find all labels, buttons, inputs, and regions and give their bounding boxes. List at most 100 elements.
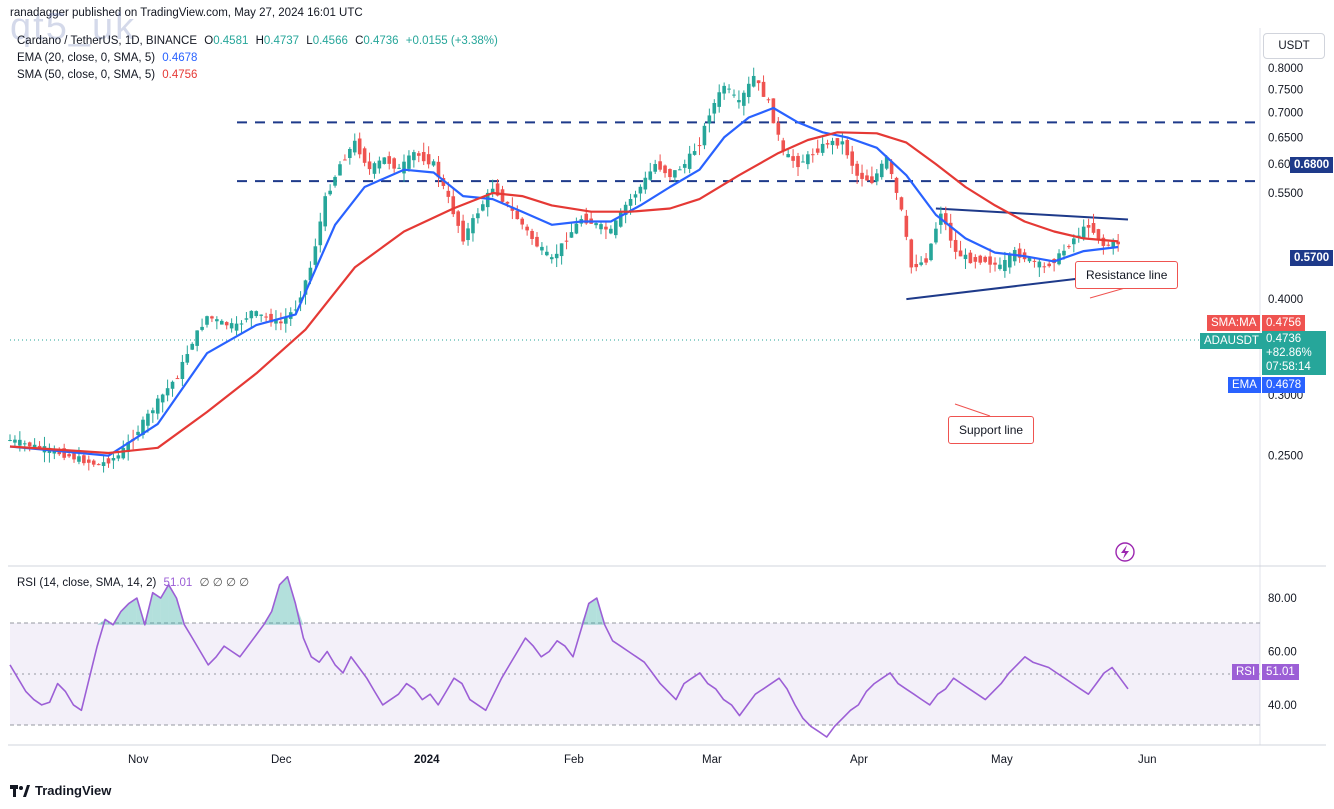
candle-body xyxy=(352,140,357,153)
candle-body xyxy=(761,81,766,97)
candle-body xyxy=(613,220,618,236)
currency-button[interactable]: USDT xyxy=(1263,33,1325,59)
rsi-overbought-area xyxy=(287,576,296,625)
support-callout[interactable]: Support line xyxy=(948,416,1035,444)
candle-body xyxy=(328,190,332,195)
rsi-legend-extra: ∅ ∅ ∅ ∅ xyxy=(199,577,250,589)
candle-body xyxy=(13,439,17,443)
candle-body xyxy=(1101,237,1106,246)
candle-body xyxy=(510,206,515,211)
rsi-path xyxy=(9,575,1129,738)
candle-body xyxy=(402,161,406,174)
symbol-tag-label: ADAUSDT xyxy=(1200,333,1263,349)
candle-body xyxy=(1007,254,1012,268)
candle-body xyxy=(446,190,451,197)
candle-body xyxy=(1003,259,1007,272)
candle-body xyxy=(742,92,746,106)
resistance-callout[interactable]: Resistance line xyxy=(1075,261,1179,289)
candle-body xyxy=(914,263,919,268)
candle-body xyxy=(259,314,263,316)
candle-body xyxy=(830,140,835,146)
candle-body xyxy=(318,221,323,246)
candle-body xyxy=(303,280,308,295)
ema-legend-value: 0.4678 xyxy=(162,52,198,64)
candle-body xyxy=(426,154,431,165)
rsi-overbought-area xyxy=(152,592,161,625)
candle-body xyxy=(234,323,239,331)
candle-body xyxy=(1091,223,1096,233)
candle-body xyxy=(943,213,948,225)
horizontal-levels[interactable] xyxy=(237,121,1260,183)
candle-body xyxy=(441,177,446,186)
candle-body xyxy=(776,122,781,135)
price-tick-label: 0.5500 xyxy=(1268,188,1303,200)
symbol-price-box: 0.4736 +82.86% 07:58:14 xyxy=(1262,331,1326,375)
candle-body xyxy=(929,243,933,261)
candle-body xyxy=(229,323,234,329)
candle-body xyxy=(37,445,42,449)
candle-body xyxy=(215,319,219,322)
candle-body xyxy=(860,172,864,179)
low-value: 0.4566 xyxy=(312,35,348,47)
lightning-icon[interactable] xyxy=(1115,542,1135,562)
candle-body xyxy=(879,163,884,178)
candle-body xyxy=(530,230,534,239)
trendline xyxy=(935,207,1129,221)
candle-body xyxy=(205,316,209,325)
candle-body xyxy=(574,223,579,234)
candle-body xyxy=(254,311,259,317)
candle-body xyxy=(835,138,840,146)
candle-body xyxy=(126,442,131,452)
candle-body xyxy=(190,343,195,350)
candle-body xyxy=(998,264,1002,269)
open-value: 0.4581 xyxy=(213,35,249,47)
candle-body xyxy=(584,213,589,224)
tradingview-logo[interactable]: TradingView xyxy=(10,783,111,798)
candle-body xyxy=(958,250,963,257)
candle-body xyxy=(333,176,337,186)
symbol-legend[interactable]: Cardano / TetherUS, 1D, BINANCE O0.4581 … xyxy=(17,35,498,47)
candle-body xyxy=(924,258,928,263)
candle-body xyxy=(766,99,771,101)
candle-body xyxy=(668,169,672,178)
candle-body xyxy=(412,152,416,161)
time-tick-label: May xyxy=(991,754,1013,766)
candle-body xyxy=(1086,225,1091,228)
candle-body xyxy=(249,310,254,319)
price-tick-label: 0.4000 xyxy=(1268,294,1303,306)
candle-body xyxy=(87,459,91,463)
candle-body xyxy=(786,154,790,158)
candle-body xyxy=(397,167,401,169)
candle-body xyxy=(1096,229,1101,241)
rsi-legend[interactable]: RSI (14, close, SMA, 14, 2) 51.01 ∅ ∅ ∅ … xyxy=(17,575,249,589)
candle-body xyxy=(810,154,815,156)
candle-body xyxy=(535,236,539,247)
candle-body xyxy=(387,156,392,164)
candle-body xyxy=(697,145,702,147)
candle-body xyxy=(658,161,662,170)
time-tick-label: Jun xyxy=(1138,754,1157,766)
candle-body xyxy=(540,246,544,251)
candle-body xyxy=(1037,261,1042,268)
ema-tag-label: EMA xyxy=(1228,377,1261,393)
rsi-tick-label: 80.00 xyxy=(1268,593,1297,605)
candle-body xyxy=(820,143,825,153)
candle-body xyxy=(96,464,101,466)
candle-body xyxy=(594,223,598,226)
sma-legend[interactable]: SMA (50, close, 0, SMA, 5) 0.4756 xyxy=(17,69,197,81)
candle-body xyxy=(421,152,426,162)
rsi-overbought-area xyxy=(271,584,280,625)
candle-body xyxy=(520,218,525,225)
candle-body xyxy=(72,453,76,460)
candle-body xyxy=(293,309,298,311)
candle-body xyxy=(815,148,820,153)
candle-body xyxy=(431,161,436,166)
candle-body xyxy=(116,455,121,459)
candle-body xyxy=(1081,226,1086,238)
ema-legend[interactable]: EMA (20, close, 0, SMA, 5) 0.4678 xyxy=(17,52,197,64)
candle-body xyxy=(934,228,938,243)
candle-body xyxy=(392,158,396,169)
candle-body xyxy=(692,151,697,155)
ema-legend-label: EMA (20, close, 0, SMA, 5) xyxy=(17,52,156,64)
